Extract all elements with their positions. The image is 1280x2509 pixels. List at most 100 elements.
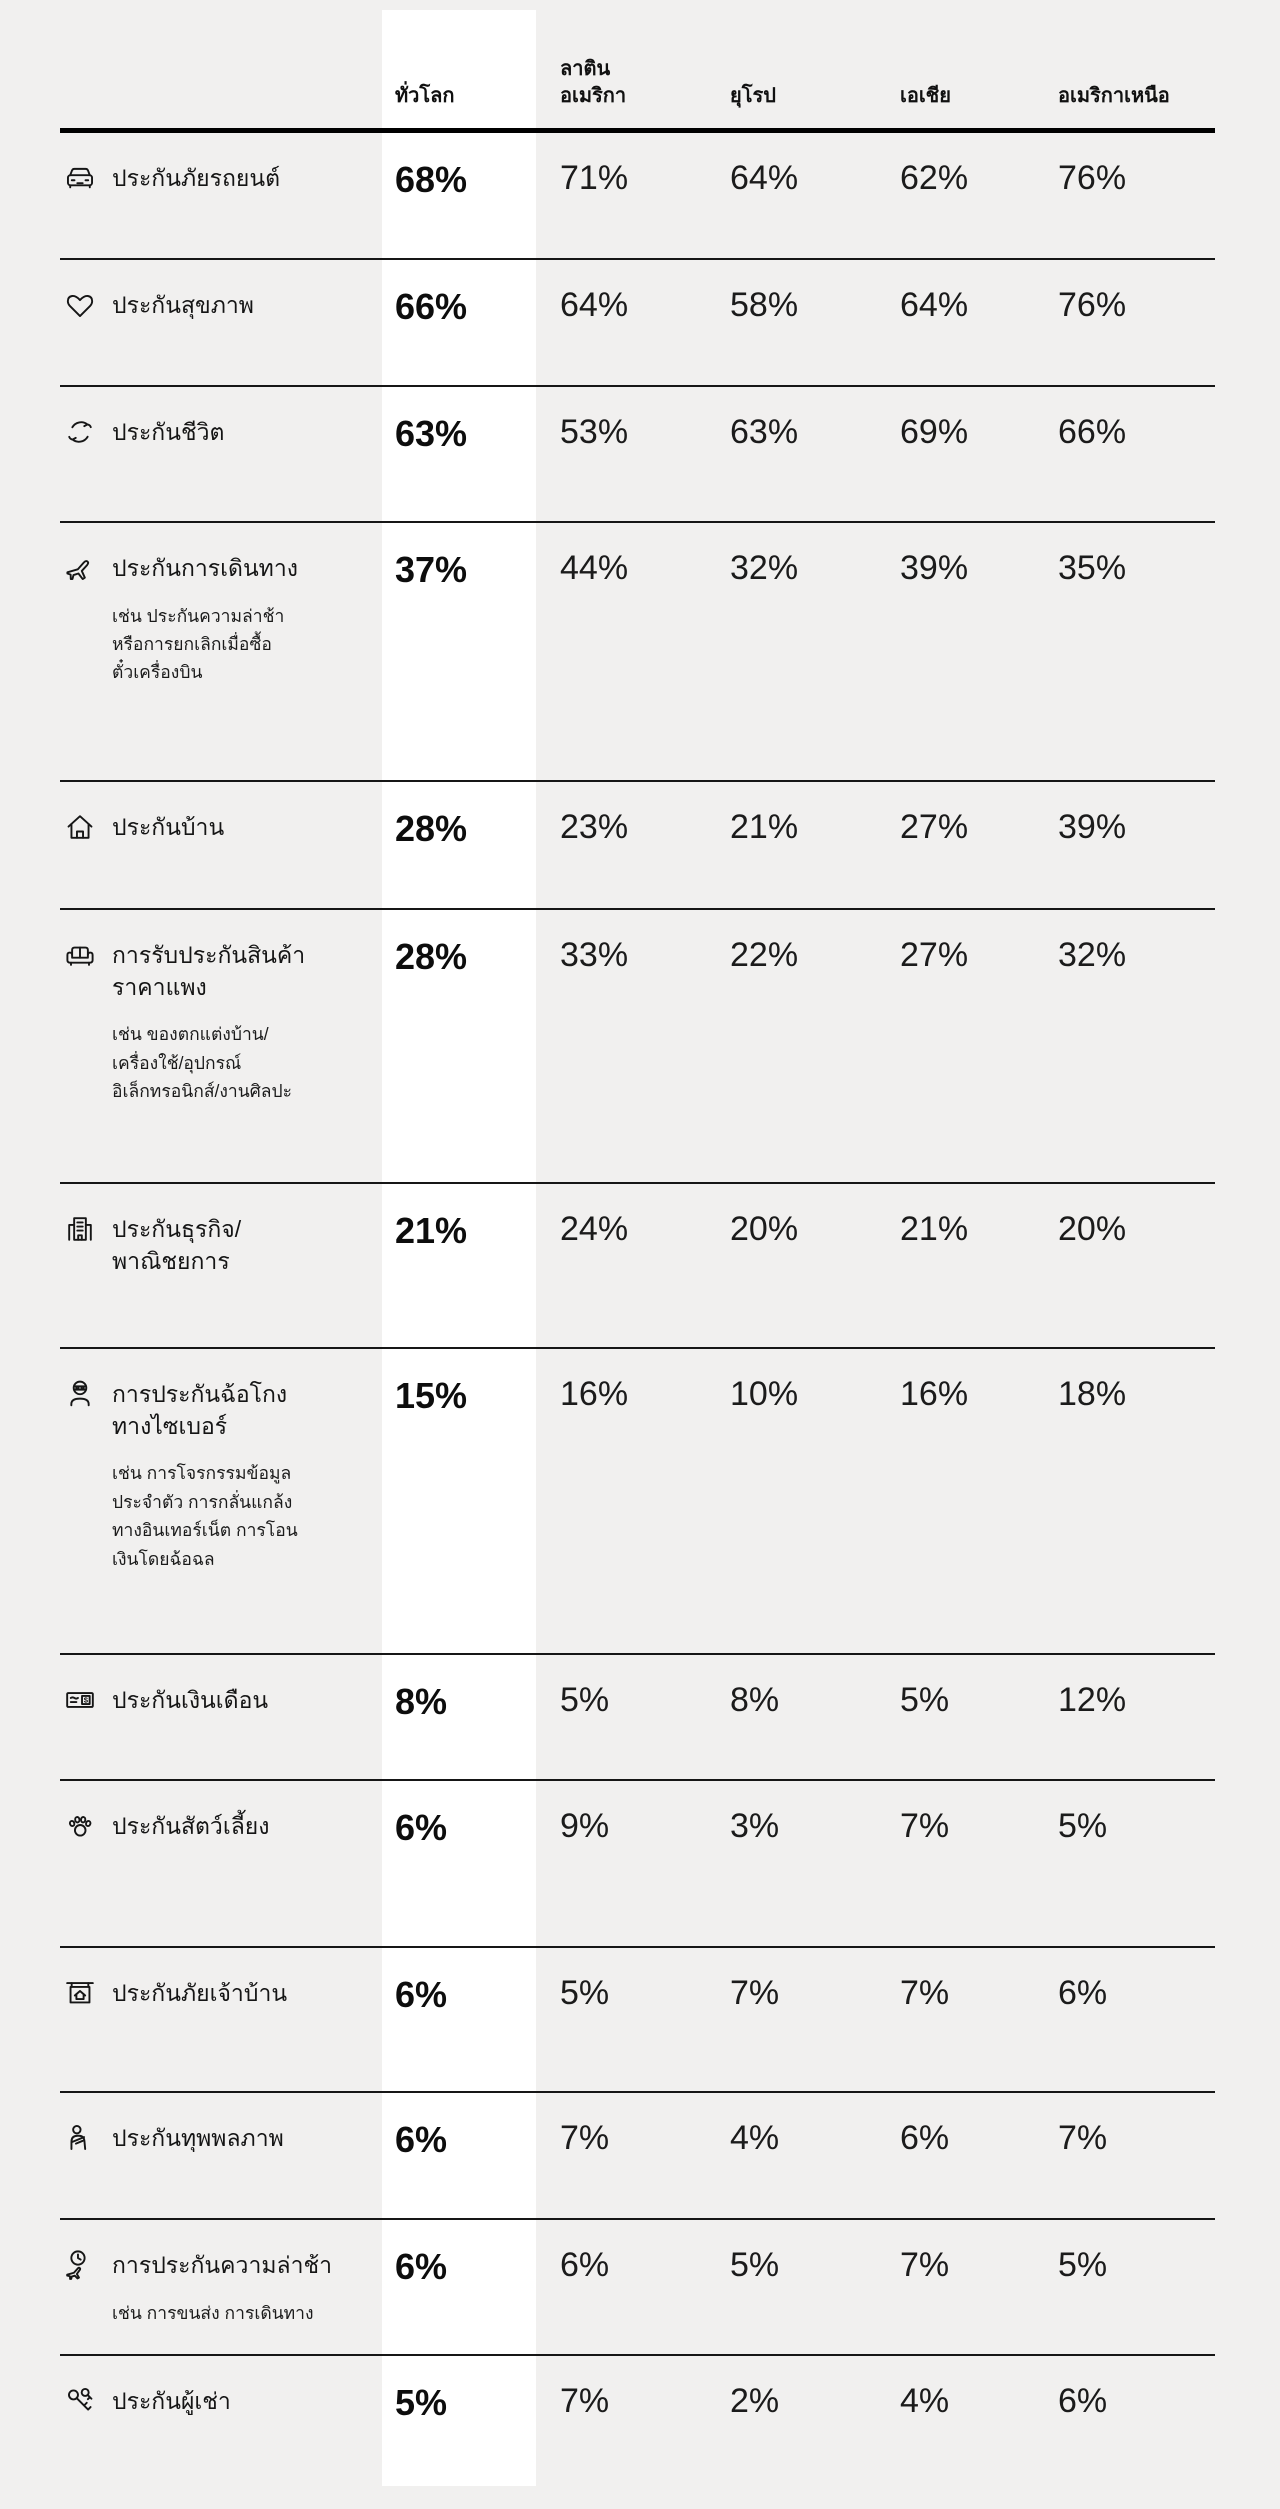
- table-row: ประกันธุรกิจ/ พาณิชยการ 21% 24% 20% 21% …: [60, 1184, 1215, 1349]
- value-latin-america: 6%: [560, 2246, 610, 2284]
- value-asia: 27%: [900, 936, 969, 974]
- column-header-europe: ยุโรป: [730, 85, 776, 107]
- row-label: การรับประกันสินค้า ราคาแพง: [112, 942, 306, 1000]
- table-row: การรับประกันสินค้า ราคาแพง เช่น ของตกแต่…: [60, 910, 1215, 1184]
- value-europe: 63%: [730, 413, 799, 451]
- house-icon: [62, 809, 98, 845]
- value-global: 28%: [395, 936, 468, 977]
- value-latin-america: 53%: [560, 413, 629, 451]
- table-row: ประกันทุพพลภาพ 6% 7% 4% 6% 7%: [60, 2093, 1215, 2220]
- row-label: ประกันผู้เช่า: [112, 2388, 231, 2414]
- value-europe: 3%: [730, 1807, 780, 1845]
- value-global: 8%: [395, 1681, 448, 1722]
- value-asia: 4%: [900, 2382, 950, 2420]
- value-global: 15%: [395, 1375, 468, 1416]
- value-europe: 8%: [730, 1681, 780, 1719]
- paw-icon: [62, 1808, 98, 1844]
- column-header-asia: เอเชีย: [900, 85, 951, 107]
- row-label: การประกันฉ้อโกง ทางไซเบอร์: [112, 1381, 288, 1439]
- table-row: ประกันการเดินทาง เช่น ประกันความล่าช้า ห…: [60, 523, 1215, 782]
- value-latin-america: 9%: [560, 1807, 610, 1845]
- table-row: ประกันภัยรถยนต์ 68% 71% 64% 62% 76%: [60, 133, 1215, 260]
- value-north-america: 32%: [1058, 936, 1127, 974]
- table-row: การประกันฉ้อโกง ทางไซเบอร์ เช่น การโจรกร…: [60, 1349, 1215, 1655]
- value-asia: 39%: [900, 549, 969, 587]
- value-asia: 7%: [900, 1974, 950, 2012]
- row-label: ประกันชีวิต: [112, 419, 225, 445]
- value-global: 37%: [395, 549, 468, 590]
- value-global: 68%: [395, 159, 468, 200]
- row-sublabel: เช่น การโจรกรรมข้อมูล ประจำตัว การกลั่นแ…: [112, 1463, 298, 1569]
- value-asia: 21%: [900, 1210, 969, 1248]
- plane-icon: [62, 550, 98, 586]
- value-europe: 4%: [730, 2119, 780, 2157]
- table-row: ประกันสัตว์เลี้ยง 6% 9% 3% 7% 5%: [60, 1781, 1215, 1948]
- row-label: ประกันทุพพลภาพ: [112, 2125, 284, 2151]
- value-global: 66%: [395, 286, 468, 327]
- value-latin-america: 64%: [560, 286, 629, 324]
- table-row: ประกันสุขภาพ 66% 64% 58% 64% 76%: [60, 260, 1215, 387]
- svg-text:$: $: [84, 1696, 89, 1705]
- value-global: 6%: [395, 1974, 448, 2015]
- value-north-america: 5%: [1058, 1807, 1108, 1845]
- value-north-america: 20%: [1058, 1210, 1127, 1248]
- value-north-america: 7%: [1058, 2119, 1108, 2157]
- value-global: 28%: [395, 808, 468, 849]
- value-asia: 69%: [900, 413, 969, 451]
- value-europe: 7%: [730, 1974, 780, 2012]
- table-row: การประกันความล่าช้า เช่น การขนส่ง การเดิ…: [60, 2220, 1215, 2356]
- table-row: ประกันผู้เช่า 5% 7% 2% 4% 6%: [60, 2356, 1215, 2509]
- bandit-icon: [62, 1376, 98, 1412]
- value-europe: 22%: [730, 936, 799, 974]
- car-icon: [62, 160, 98, 196]
- value-europe: 10%: [730, 1375, 799, 1413]
- row-label: ประกันภัยรถยนต์: [112, 165, 281, 191]
- column-header-latin-america: ลาติน อเมริกา: [560, 58, 627, 107]
- table-row: ประกันชีวิต 63% 53% 63% 69% 66%: [60, 387, 1215, 523]
- column-header-global: ทั่วโลก: [395, 85, 455, 107]
- value-north-america: 6%: [1058, 1974, 1108, 2012]
- value-global: 21%: [395, 1210, 468, 1251]
- arm-sling-person-icon: [62, 2120, 98, 2156]
- value-europe: 58%: [730, 286, 799, 324]
- value-europe: 5%: [730, 2246, 780, 2284]
- value-latin-america: 24%: [560, 1210, 629, 1248]
- value-latin-america: 71%: [560, 159, 629, 197]
- row-label: ประกันบ้าน: [112, 814, 225, 840]
- value-north-america: 39%: [1058, 808, 1127, 846]
- heart-icon: [62, 287, 98, 323]
- value-europe: 21%: [730, 808, 799, 846]
- row-label: ประกันสัตว์เลี้ยง: [112, 1813, 270, 1839]
- value-north-america: 18%: [1058, 1375, 1127, 1413]
- row-sublabel: เช่น ประกันความล่าช้า หรือการยกเลิกเมื่อ…: [112, 605, 285, 683]
- value-global: 6%: [395, 1807, 448, 1848]
- column-header-north-america: อเมริกาเหนือ: [1058, 85, 1170, 107]
- value-latin-america: 7%: [560, 2119, 610, 2157]
- value-asia: 16%: [900, 1375, 969, 1413]
- value-europe: 64%: [730, 159, 799, 197]
- white-highlight-strip: [382, 10, 536, 2486]
- value-global: 6%: [395, 2119, 448, 2160]
- table-row: ประกันบ้าน 28% 23% 21% 27% 39%: [60, 782, 1215, 910]
- keys-icon: [62, 2383, 98, 2419]
- value-global: 6%: [395, 2246, 448, 2287]
- paycheck-icon: $: [62, 1682, 98, 1718]
- value-latin-america: 7%: [560, 2382, 610, 2420]
- value-asia: 64%: [900, 286, 969, 324]
- insurance-table: ทั่วโลก ลาติน อเมริกา ยุโรป เอเชีย อเมริ…: [60, 0, 1215, 2509]
- house-sign-icon: [62, 1975, 98, 2011]
- row-sublabel: เช่น การขนส่ง การเดินทาง: [112, 2302, 314, 2323]
- building-icon: [62, 1211, 98, 1247]
- value-latin-america: 44%: [560, 549, 629, 587]
- sofa-icon: [62, 937, 98, 973]
- value-latin-america: 33%: [560, 936, 629, 974]
- value-europe: 2%: [730, 2382, 780, 2420]
- value-asia: 7%: [900, 2246, 950, 2284]
- value-asia: 27%: [900, 808, 969, 846]
- value-europe: 32%: [730, 549, 799, 587]
- row-label: ประกันเงินเดือน: [112, 1687, 269, 1713]
- value-asia: 7%: [900, 1807, 950, 1845]
- table-row: $ ประกันเงินเดือน 8% 5% 8% 5% 12%: [60, 1655, 1215, 1781]
- value-asia: 6%: [900, 2119, 950, 2157]
